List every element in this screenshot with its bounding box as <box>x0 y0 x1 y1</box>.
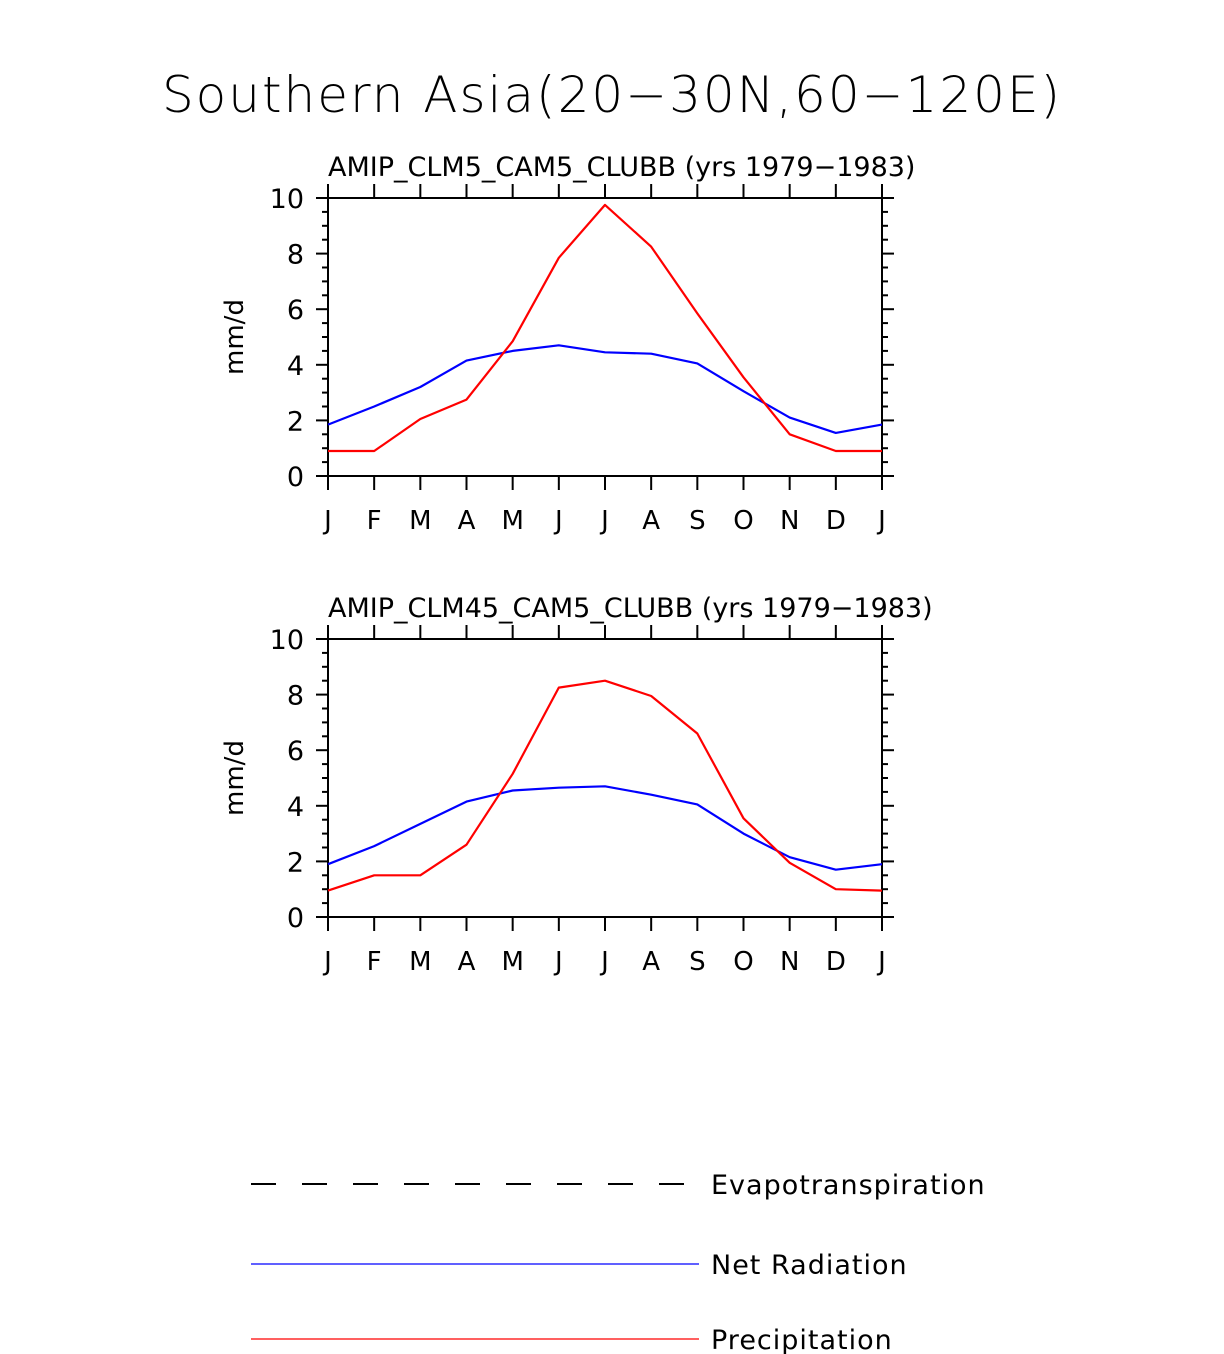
y-tick-label: 0 <box>287 903 304 934</box>
x-tick-label: O <box>733 506 753 536</box>
y-axis-label: mm/d <box>220 299 250 375</box>
x-tick-label: J <box>322 947 332 977</box>
series-line-precipitation <box>327 679 883 892</box>
legend-label-precipitation: Precipitation <box>711 1325 893 1354</box>
x-tick-label: F <box>367 947 382 977</box>
y-tick-label: 0 <box>287 462 304 493</box>
x-tick-label: A <box>642 506 660 536</box>
y-tick-label: 8 <box>287 681 304 712</box>
x-tick-label: J <box>599 947 609 977</box>
series-line-net-radiation <box>327 785 883 871</box>
plot-frame <box>327 197 883 477</box>
chart-title: AMIP_CLM5_CAM5_CLUBB (yrs 1979−1983) <box>328 152 915 183</box>
x-tick-label: J <box>876 947 886 977</box>
y-tick-label: 2 <box>287 847 304 878</box>
chart-panel-1: AMIP_CLM5_CAM5_CLUBB (yrs 1979−1983) mm/d… <box>220 152 915 536</box>
x-tick-label: J <box>553 506 563 536</box>
x-tick-label: S <box>689 947 706 977</box>
x-tick-label: S <box>689 506 706 536</box>
x-tick-label: J <box>322 506 332 536</box>
series-line-net-radiation <box>327 344 883 434</box>
y-tick-label: 6 <box>287 736 304 767</box>
x-tick-label: F <box>367 506 382 536</box>
y-tick-label: 4 <box>287 351 304 382</box>
x-tick-label: N <box>780 506 799 536</box>
x-tick-label: A <box>642 947 660 977</box>
x-tick-label: M <box>501 947 523 977</box>
x-tick-label: M <box>501 506 523 536</box>
x-tick-label: A <box>458 506 476 536</box>
y-tick-label: 10 <box>270 625 304 656</box>
x-tick-label: O <box>733 947 753 977</box>
y-tick-label: 10 <box>270 184 304 215</box>
x-tick-label: D <box>826 506 846 536</box>
x-tick-label: J <box>553 947 563 977</box>
y-tick-label: 6 <box>287 295 304 326</box>
x-tick-label: M <box>409 506 431 536</box>
page-title: Southern Asia(20−30N,60−120E) <box>161 66 1063 124</box>
y-tick-label: 2 <box>287 406 304 437</box>
legend: Evapotranspiration Net Radiation Precipita… <box>251 1170 986 1354</box>
chart-panel-2: AMIP_CLM45_CAM5_CLUBB (yrs 1979−1983) mm/… <box>220 593 933 977</box>
legend-label-net-radiation: Net Radiation <box>711 1250 908 1281</box>
x-tick-label: D <box>826 947 846 977</box>
x-tick-label: N <box>780 947 799 977</box>
x-tick-label: A <box>458 947 476 977</box>
chart-title: AMIP_CLM45_CAM5_CLUBB (yrs 1979−1983) <box>328 593 933 624</box>
y-tick-label: 4 <box>287 792 304 823</box>
x-tick-label: J <box>876 506 886 536</box>
x-tick-label: J <box>599 506 609 536</box>
series-line-precipitation <box>328 203 882 453</box>
y-axis-label: mm/d <box>220 740 250 816</box>
x-tick-label: M <box>409 947 431 977</box>
legend-label-evapotranspiration: Evapotranspiration <box>711 1170 986 1201</box>
y-tick-label: 8 <box>287 240 304 271</box>
